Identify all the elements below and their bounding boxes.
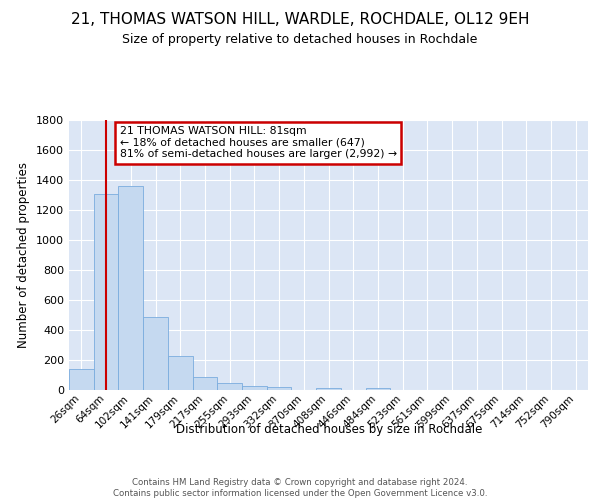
Bar [267, 387, 292, 390]
Bar [69, 369, 94, 390]
Bar [193, 377, 217, 390]
Bar [217, 382, 242, 390]
Bar [365, 388, 390, 390]
Bar [168, 356, 193, 390]
Bar [242, 386, 267, 390]
Text: 21 THOMAS WATSON HILL: 81sqm
← 18% of detached houses are smaller (647)
81% of s: 21 THOMAS WATSON HILL: 81sqm ← 18% of de… [119, 126, 397, 159]
Text: 21, THOMAS WATSON HILL, WARDLE, ROCHDALE, OL12 9EH: 21, THOMAS WATSON HILL, WARDLE, ROCHDALE… [71, 12, 529, 28]
Text: Distribution of detached houses by size in Rochdale: Distribution of detached houses by size … [176, 422, 482, 436]
Bar [143, 316, 168, 390]
Text: Size of property relative to detached houses in Rochdale: Size of property relative to detached ho… [122, 32, 478, 46]
Bar [94, 194, 118, 390]
Bar [316, 388, 341, 390]
Y-axis label: Number of detached properties: Number of detached properties [17, 162, 31, 348]
Bar [118, 186, 143, 390]
Text: Contains HM Land Registry data © Crown copyright and database right 2024.
Contai: Contains HM Land Registry data © Crown c… [113, 478, 487, 498]
